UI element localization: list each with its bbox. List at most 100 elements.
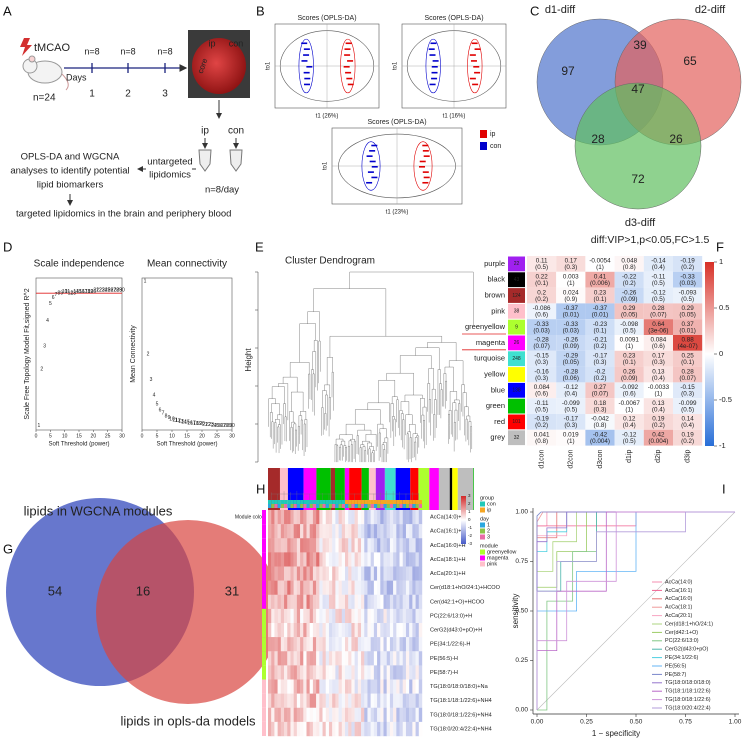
timepoint-day: 1 (89, 89, 95, 100)
group-bar (290, 500, 294, 504)
panel-letter: D (3, 239, 12, 254)
module-swatch (508, 319, 525, 335)
heatmap-cell (316, 594, 320, 610)
heatmap-cell (412, 552, 416, 567)
heatmap-cell (673, 398, 703, 414)
y-axis-label: to1 (323, 161, 329, 170)
heatmap-cell (290, 637, 294, 652)
correlation-value: 0.14 (681, 416, 694, 423)
correlation-value: 0.024 (563, 289, 579, 296)
heatmap-cell (367, 679, 371, 694)
day-bar (389, 504, 394, 508)
x-tick-label: 25 (214, 433, 220, 439)
heatmap-cell (268, 651, 272, 666)
heatmap-cell (402, 707, 407, 723)
heatmap-cell (319, 623, 323, 638)
heatmap-cell (361, 524, 365, 539)
correlation-value: 0.23 (623, 352, 636, 359)
heatmap-cell (377, 594, 381, 610)
heatmap-cell (367, 580, 371, 595)
power-point: 28 (113, 287, 119, 293)
x-tick-label: 20 (91, 433, 97, 439)
heatmap-cell (367, 707, 371, 723)
group-bar (280, 500, 285, 504)
score-point (469, 54, 476, 56)
correlation-value: 0.42 (652, 431, 665, 438)
heatmap-cell (290, 665, 294, 680)
legend-label: CerG2(d43:0+pO) (665, 647, 709, 653)
heatmap-cell (393, 538, 397, 553)
heatmap-cell (280, 623, 285, 638)
module-bar (262, 594, 266, 609)
heatmap-cell (309, 510, 314, 525)
heatmap-cell (380, 693, 384, 708)
p-value: (0.8) (623, 264, 636, 271)
correlation-value: 0.2 (537, 289, 546, 296)
heatmap-cell (341, 580, 346, 595)
heatmap-cell (277, 538, 282, 553)
heatmap-cell (306, 538, 310, 553)
y-tick-label: 0.50 (515, 608, 528, 615)
group-bar (357, 500, 362, 504)
heatmap-cell (614, 303, 644, 320)
heatmap-cell (393, 594, 397, 610)
heatmap-cell (373, 566, 378, 581)
heatmap-cell (325, 637, 330, 652)
correlation-value: 0.084 (651, 337, 667, 344)
legend-label: Cer(d18:1+hO/24:1) (665, 621, 713, 627)
legend-swatch (480, 142, 487, 150)
heatmap-cell (274, 721, 278, 737)
heatmap-cell (367, 623, 371, 638)
heatmap-cell (306, 721, 310, 737)
heatmap-cell (335, 665, 339, 680)
correlation-value: 0.0091 (620, 337, 640, 344)
column-label: d3con (597, 449, 604, 468)
heatmap-cell (303, 594, 307, 610)
heatmap-cell (284, 510, 288, 525)
heatmap-cell (361, 623, 365, 638)
heatmap-cell (345, 623, 349, 638)
heatmap-cell (673, 271, 703, 288)
heatmap-cell (556, 366, 586, 383)
heatmap-cell (399, 552, 403, 567)
p-value: (0.5) (681, 406, 694, 413)
heatmap-cell (316, 566, 320, 581)
heatmap-cell (527, 335, 557, 351)
p-value: (0.5) (535, 264, 548, 271)
module-color-strip (368, 468, 376, 510)
heatmap-cell (380, 608, 384, 624)
score-point (419, 160, 426, 163)
heatmap-cell (673, 303, 703, 320)
group-bar (389, 500, 394, 504)
correlation-value: 0.23 (594, 289, 607, 296)
group-bar (335, 500, 339, 504)
correlation-value: -0.14 (651, 258, 666, 265)
heatmap-cell (357, 552, 362, 567)
heatmap-cell (284, 693, 288, 708)
heatmap-cell (271, 665, 275, 680)
heatmap-cell (296, 623, 301, 638)
heatmap-cell (322, 679, 326, 694)
region-count: 26 (669, 132, 683, 146)
heatmap-cell (389, 693, 394, 708)
heatmap-cell (296, 566, 301, 581)
heatmap-cell (370, 637, 375, 652)
heatmap-cell (332, 524, 336, 539)
power-point: 20 (91, 289, 97, 295)
correlation-value: -0.37 (593, 305, 608, 312)
heatmap-cell (357, 566, 362, 581)
heatmap-cell (399, 651, 403, 666)
heatmap-cell (328, 679, 333, 694)
module-swatch (508, 414, 525, 430)
heatmap-cell (409, 510, 413, 525)
heatmap-cell (380, 524, 384, 539)
heatmap-cell (673, 319, 703, 335)
heatmap-cell (309, 721, 314, 737)
colors-label: Module colors (235, 514, 267, 520)
heatmap-cell (296, 665, 301, 680)
heatmap-cell (293, 679, 298, 694)
x-tick-label: 10 (169, 433, 175, 439)
heatmap-cell (325, 510, 330, 525)
heatmap-cell (673, 366, 703, 383)
heatmap-cell (364, 707, 368, 723)
